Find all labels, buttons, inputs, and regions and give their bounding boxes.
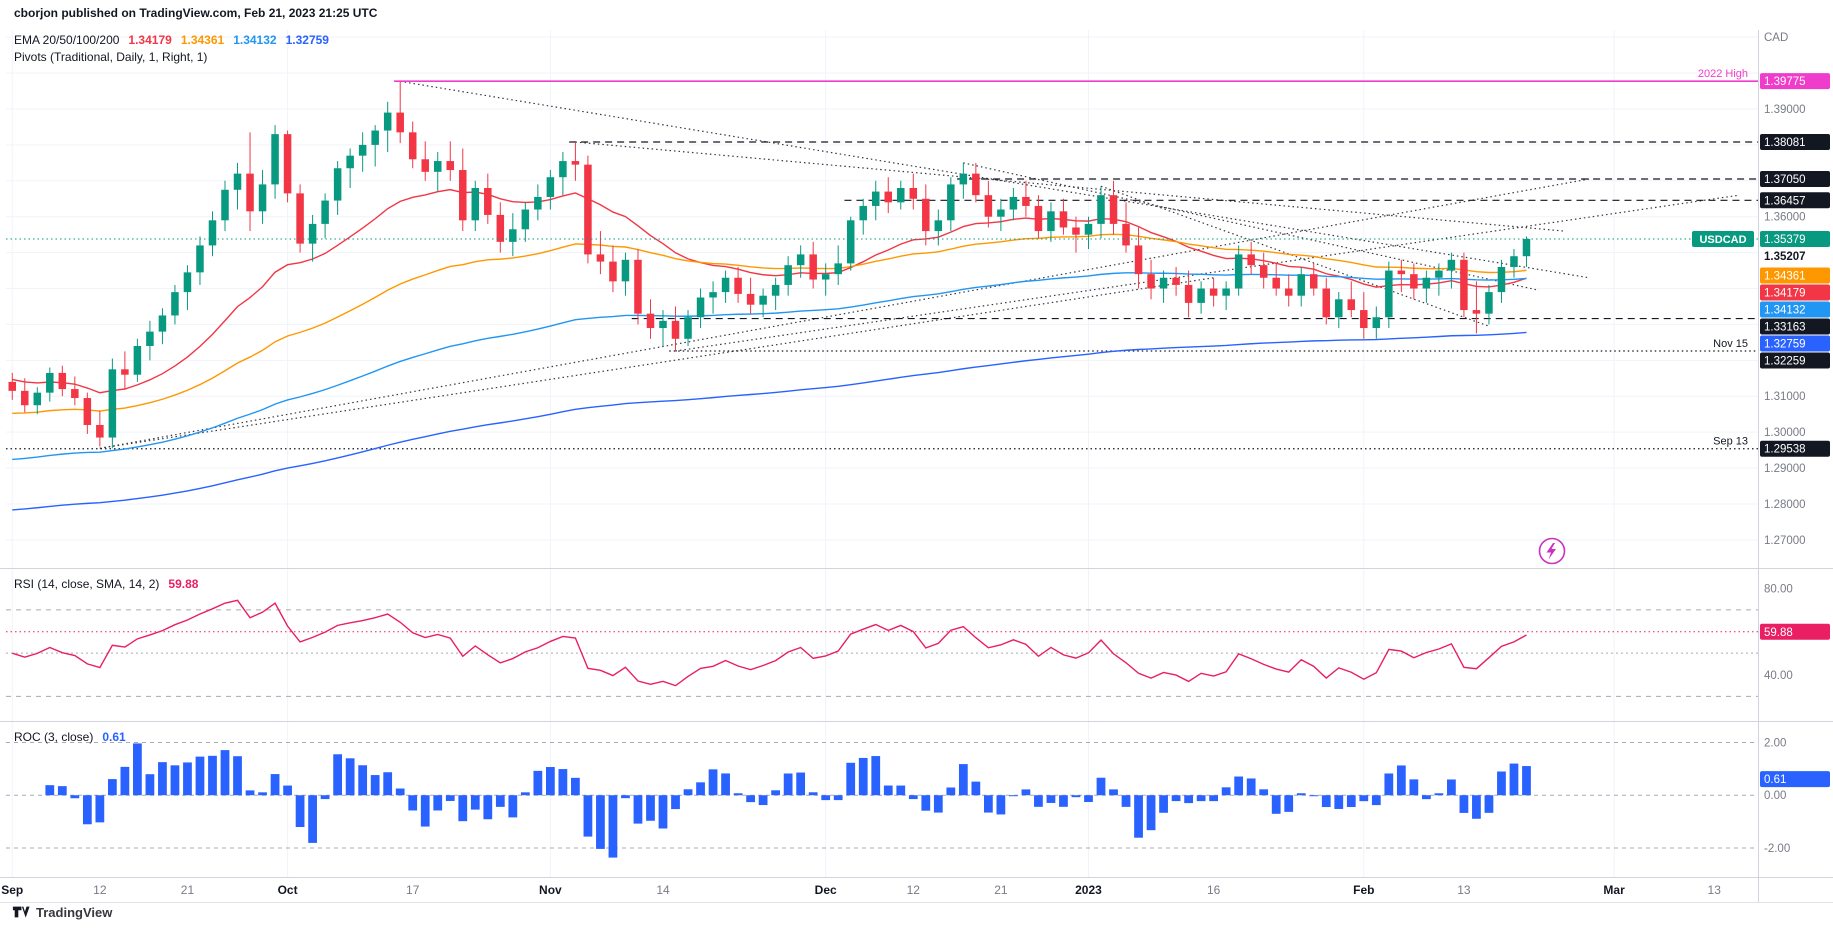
- pivot-lines: 2022 High Nov 15 Sep 13: [6, 68, 1758, 450]
- roc-panel: 2.00 0.00 -2.00 0.61: [6, 737, 1830, 858]
- svg-text:12: 12: [93, 883, 107, 897]
- price-axis-badges: 1.39775 1.38081 1.37050 1.36457 1.35379 1.352…: [1760, 73, 1830, 457]
- ema20-value: 1.34179: [128, 33, 172, 47]
- svg-text:0.61: 0.61: [1764, 774, 1786, 786]
- svg-text:1.29538: 1.29538: [1764, 444, 1806, 456]
- svg-text:0.00: 0.00: [1764, 790, 1786, 802]
- svg-text:21: 21: [994, 883, 1008, 897]
- svg-text:1.35207: 1.35207: [1764, 251, 1806, 263]
- svg-text:59.88: 59.88: [1764, 627, 1793, 639]
- svg-text:40.00: 40.00: [1764, 670, 1793, 682]
- svg-text:Mar: Mar: [1603, 883, 1625, 897]
- svg-text:-2.00: -2.00: [1764, 843, 1790, 855]
- svg-text:1.27000: 1.27000: [1764, 535, 1806, 547]
- svg-text:1.33163: 1.33163: [1764, 322, 1806, 334]
- roc-legend: ROC (3, close) 0.61: [14, 729, 126, 746]
- tradingview-wordmark: TradingView: [36, 904, 113, 920]
- rsi-panel: 80.00 40.00 59.88: [6, 583, 1830, 697]
- candlestick-series: [8, 81, 1531, 449]
- svg-text:2022 High: 2022 High: [1698, 68, 1748, 80]
- svg-text:Sep 13: Sep 13: [1713, 436, 1748, 448]
- roc-indicator-label[interactable]: ROC (3, close): [14, 730, 94, 744]
- rsi-legend: RSI (14, close, SMA, 14, 2) 59.88: [14, 576, 198, 593]
- publish-info: cborjon published on TradingView.com, Fe…: [14, 6, 378, 20]
- time-axis[interactable]: [0, 877, 1758, 902]
- footer: TradingView: [12, 903, 112, 921]
- svg-text:1.29000: 1.29000: [1764, 463, 1806, 475]
- ema200-value: 1.32759: [285, 33, 329, 47]
- rsi-indicator-label[interactable]: RSI (14, close, SMA, 14, 2): [14, 577, 160, 591]
- svg-text:1.38081: 1.38081: [1764, 137, 1806, 149]
- svg-text:2.00: 2.00: [1764, 737, 1786, 749]
- svg-text:1.34179: 1.34179: [1764, 288, 1806, 300]
- svg-text:1.39775: 1.39775: [1764, 76, 1806, 88]
- tradingview-logo[interactable]: TradingView: [12, 903, 112, 921]
- svg-text:1.31000: 1.31000: [1764, 391, 1806, 403]
- svg-text:Sep: Sep: [1, 883, 23, 897]
- ema-indicator-label[interactable]: EMA 20/50/100/200: [14, 33, 120, 47]
- svg-text:1.39000: 1.39000: [1764, 104, 1806, 116]
- svg-text:Nov: Nov: [539, 883, 562, 897]
- symbol-price-flag: USDCAD: [1692, 231, 1754, 248]
- svg-text:Feb: Feb: [1353, 883, 1374, 897]
- svg-text:14: 14: [656, 883, 670, 897]
- time-axis-labels: Sep 12 21 Oct 17 Nov 14 Dec 12 21 2023 16 Feb 13 Mar 13: [1, 883, 1721, 897]
- svg-text:1.32259: 1.32259: [1764, 356, 1806, 368]
- rsi-value: 59.88: [168, 577, 199, 591]
- svg-text:80.00: 80.00: [1764, 583, 1793, 595]
- ema50-value: 1.34361: [180, 33, 225, 47]
- svg-text:1.34132: 1.34132: [1764, 305, 1806, 317]
- svg-text:13: 13: [1457, 883, 1471, 897]
- ema-lines: [12, 188, 1527, 511]
- svg-text:13: 13: [1708, 883, 1722, 897]
- price-axis[interactable]: [1758, 30, 1833, 902]
- price-axis-labels: CAD 1.39000 1.36000 1.31000 1.30000 1.29000 1.…: [1764, 32, 1806, 547]
- svg-text:Oct: Oct: [278, 883, 298, 897]
- grid: [6, 30, 1758, 877]
- tradingview-logo-icon: [12, 906, 30, 918]
- svg-text:2023: 2023: [1075, 883, 1102, 897]
- svg-text:1.32759: 1.32759: [1764, 339, 1806, 351]
- svg-text:1.35379: 1.35379: [1764, 234, 1806, 246]
- roc-value: 0.61: [102, 730, 126, 744]
- svg-text:USDCAD: USDCAD: [1699, 234, 1746, 246]
- svg-text:12: 12: [907, 883, 921, 897]
- svg-text:1.28000: 1.28000: [1764, 499, 1806, 511]
- svg-text:16: 16: [1207, 883, 1221, 897]
- jump-to-realtime-button[interactable]: [1538, 537, 1566, 565]
- ema100-value: 1.34132: [233, 33, 277, 47]
- trendlines: [99, 80, 1740, 449]
- svg-text:1.34361: 1.34361: [1764, 271, 1806, 283]
- pivots-indicator-label[interactable]: Pivots (Traditional, Daily, 1, Right, 1): [14, 50, 208, 64]
- svg-text:1.36457: 1.36457: [1764, 195, 1806, 207]
- svg-text:1.37050: 1.37050: [1764, 174, 1806, 186]
- svg-text:Dec: Dec: [815, 883, 837, 897]
- svg-text:21: 21: [181, 883, 195, 897]
- svg-text:1.36000: 1.36000: [1764, 212, 1806, 224]
- svg-text:CAD: CAD: [1764, 32, 1788, 44]
- svg-text:1.30000: 1.30000: [1764, 427, 1806, 439]
- svg-text:Nov 15: Nov 15: [1713, 338, 1748, 350]
- svg-text:17: 17: [406, 883, 420, 897]
- main-legend: EMA 20/50/100/200 1.34179 1.34361 1.3413…: [14, 32, 329, 66]
